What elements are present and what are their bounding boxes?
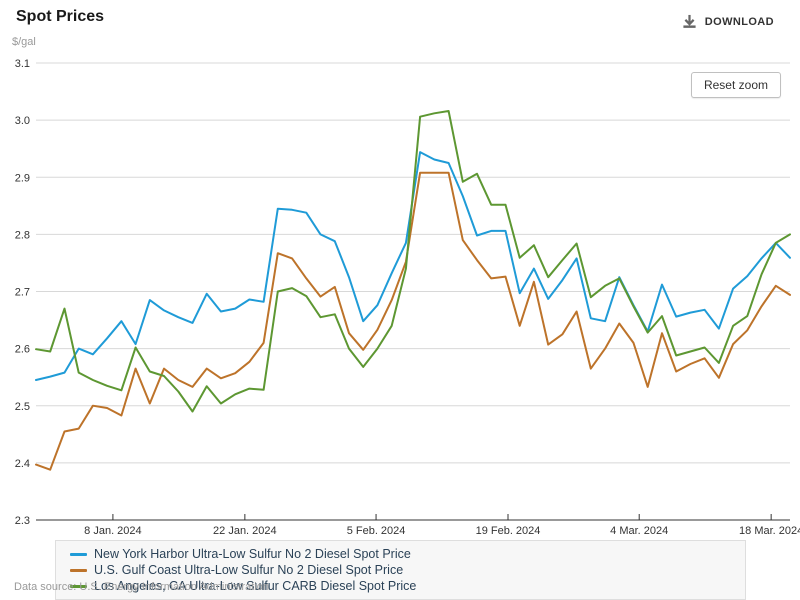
legend-label: Los Angeles, CA Ultra-Low Sulfur CARB Di…: [94, 579, 417, 593]
legend-swatch: [70, 552, 87, 556]
x-axis-label: 8 Jan. 2024: [84, 525, 142, 537]
series-line: [35, 171, 791, 471]
download-button[interactable]: DOWNLOAD: [676, 10, 780, 33]
header: Spot Prices DOWNLOAD: [16, 8, 784, 34]
x-axis-label: 5 Feb. 2024: [347, 525, 406, 537]
y-axis-label: 2.8: [15, 229, 30, 241]
y-axis-label: 2.5: [15, 401, 30, 413]
series-line: [35, 110, 791, 413]
legend-item[interactable]: New York Harbor Ultra-Low Sulfur No 2 Di…: [70, 547, 411, 561]
y-axis-label: 2.4: [15, 458, 30, 470]
x-axis-label: 18 Mar. 2024: [739, 525, 800, 537]
y-axis-label: 3.0: [15, 115, 30, 127]
download-icon: [682, 14, 697, 29]
legend-label: U.S. Gulf Coast Ultra-Low Sulfur No 2 Di…: [94, 563, 404, 577]
spot-price-chart[interactable]: 3.1 3.0 2.9 2.8 2.7 2.6 2.5 2.4 2.3 8 Jan. 2024 22…: [0, 0, 800, 540]
legend-item[interactable]: U.S. Gulf Coast Ultra-Low Sulfur No 2 Di…: [70, 563, 403, 577]
download-label: DOWNLOAD: [704, 15, 774, 28]
y-axis-label: 2.9: [15, 172, 30, 184]
y-axis-label: 3.1: [15, 58, 30, 70]
legend-item[interactable]: Los Angeles, CA Ultra-Low Sulfur CARB Di…: [70, 579, 416, 593]
legend-swatch: [70, 584, 87, 588]
y-axis-unit-label: $/gal: [12, 36, 36, 48]
y-axis-label: 2.3: [15, 515, 30, 527]
legend-swatch: [70, 568, 87, 572]
data-source-note: Data source: U.S. Energy Information Adm…: [14, 581, 269, 593]
legend-label: New York Harbor Ultra-Low Sulfur No 2 Di…: [94, 547, 411, 561]
x-axis-label: 4 Mar. 2024: [610, 525, 668, 537]
y-axis-label: 2.6: [15, 344, 30, 356]
x-axis-label: 19 Feb. 2024: [476, 525, 541, 537]
legend: New York Harbor Ultra-Low Sulfur No 2 Di…: [55, 540, 746, 600]
y-axis-label: 2.7: [15, 287, 30, 299]
page-title: Spot Prices: [16, 8, 105, 25]
reset-zoom-button[interactable]: Reset zoom: [690, 72, 781, 98]
x-axis-label: 22 Jan. 2024: [213, 525, 277, 537]
